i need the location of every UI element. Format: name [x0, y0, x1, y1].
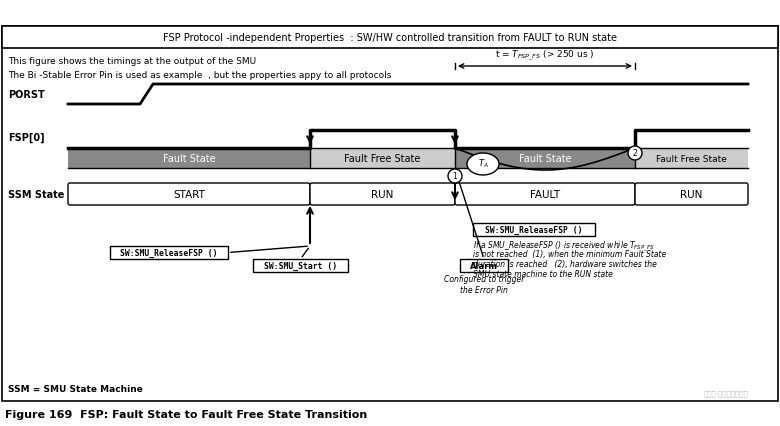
Text: t = $T_{FSP\_FS}$ (> 250 us ): t = $T_{FSP\_FS}$ (> 250 us ): [495, 49, 595, 63]
Text: This figure shows the timings at the output of the SMU: This figure shows the timings at the out…: [8, 57, 256, 66]
Text: FSP Protocol -independent Properties  : SW/HW controlled transition from FAULT t: FSP Protocol -independent Properties : S…: [163, 33, 617, 43]
Bar: [310, 149, 455, 169]
Text: Fault Free State: Fault Free State: [656, 154, 727, 163]
FancyBboxPatch shape: [310, 184, 455, 205]
Text: Fault Free State: Fault Free State: [344, 154, 420, 164]
Text: 1: 1: [452, 172, 457, 181]
Text: SSM = SMU State Machine: SSM = SMU State Machine: [8, 385, 143, 394]
Text: The Bi -Stable Error Pin is used as example  , but the properties appy to all pr: The Bi -Stable Error Pin is used as exam…: [8, 71, 392, 80]
FancyBboxPatch shape: [68, 184, 310, 205]
Text: duration is reached   (2), hardware switches the: duration is reached (2), hardware switch…: [473, 259, 657, 268]
Ellipse shape: [467, 154, 499, 176]
Text: If a SMU_ReleaseFSP () is received while $T_{FSP\_FS}$: If a SMU_ReleaseFSP () is received while…: [473, 239, 654, 254]
Text: is not reached  (1), when the minimum Fault State: is not reached (1), when the minimum Fau…: [473, 249, 666, 259]
Bar: [2, 27, 778, 401]
Text: the Error Pin: the Error Pin: [460, 285, 508, 294]
Text: RUN: RUN: [680, 190, 703, 199]
Text: START: START: [173, 190, 205, 199]
Circle shape: [628, 147, 642, 161]
Bar: [455, 149, 635, 169]
Bar: [253, 259, 348, 272]
Text: SW:SMU_ReleaseFSP (): SW:SMU_ReleaseFSP (): [485, 225, 583, 234]
Text: Figure 169  FSP: Fault State to Fault Free State Transition: Figure 169 FSP: Fault State to Fault Fre…: [5, 409, 367, 419]
Bar: [110, 246, 228, 259]
Bar: [460, 259, 508, 272]
Text: 2: 2: [633, 149, 637, 158]
FancyBboxPatch shape: [635, 184, 748, 205]
Text: FAULT: FAULT: [530, 190, 560, 199]
Bar: [635, 149, 748, 169]
FancyBboxPatch shape: [455, 184, 635, 205]
Text: Alarm: Alarm: [470, 262, 498, 271]
Bar: [68, 149, 310, 169]
Text: SW:SMU_ReleaseFSP (): SW:SMU_ReleaseFSP (): [120, 248, 218, 257]
Text: SMU state machine to the RUN state: SMU state machine to the RUN state: [473, 269, 613, 278]
Text: FSP[0]: FSP[0]: [8, 132, 44, 143]
Text: $T_A$: $T_A$: [477, 157, 488, 170]
Text: Fault State: Fault State: [163, 154, 215, 164]
Bar: [2, 27, 778, 49]
Text: 公众号·汽车电子嵌入式: 公众号·汽车电子嵌入式: [704, 390, 748, 396]
Text: SSM State: SSM State: [8, 190, 65, 199]
Text: Fault State: Fault State: [519, 154, 571, 164]
Bar: [473, 224, 595, 236]
Text: SW:SMU_Start (): SW:SMU_Start (): [264, 261, 337, 271]
Text: RUN: RUN: [371, 190, 394, 199]
Circle shape: [448, 170, 462, 184]
Text: PORST: PORST: [8, 90, 44, 100]
Text: Configured to trigger: Configured to trigger: [444, 274, 524, 283]
